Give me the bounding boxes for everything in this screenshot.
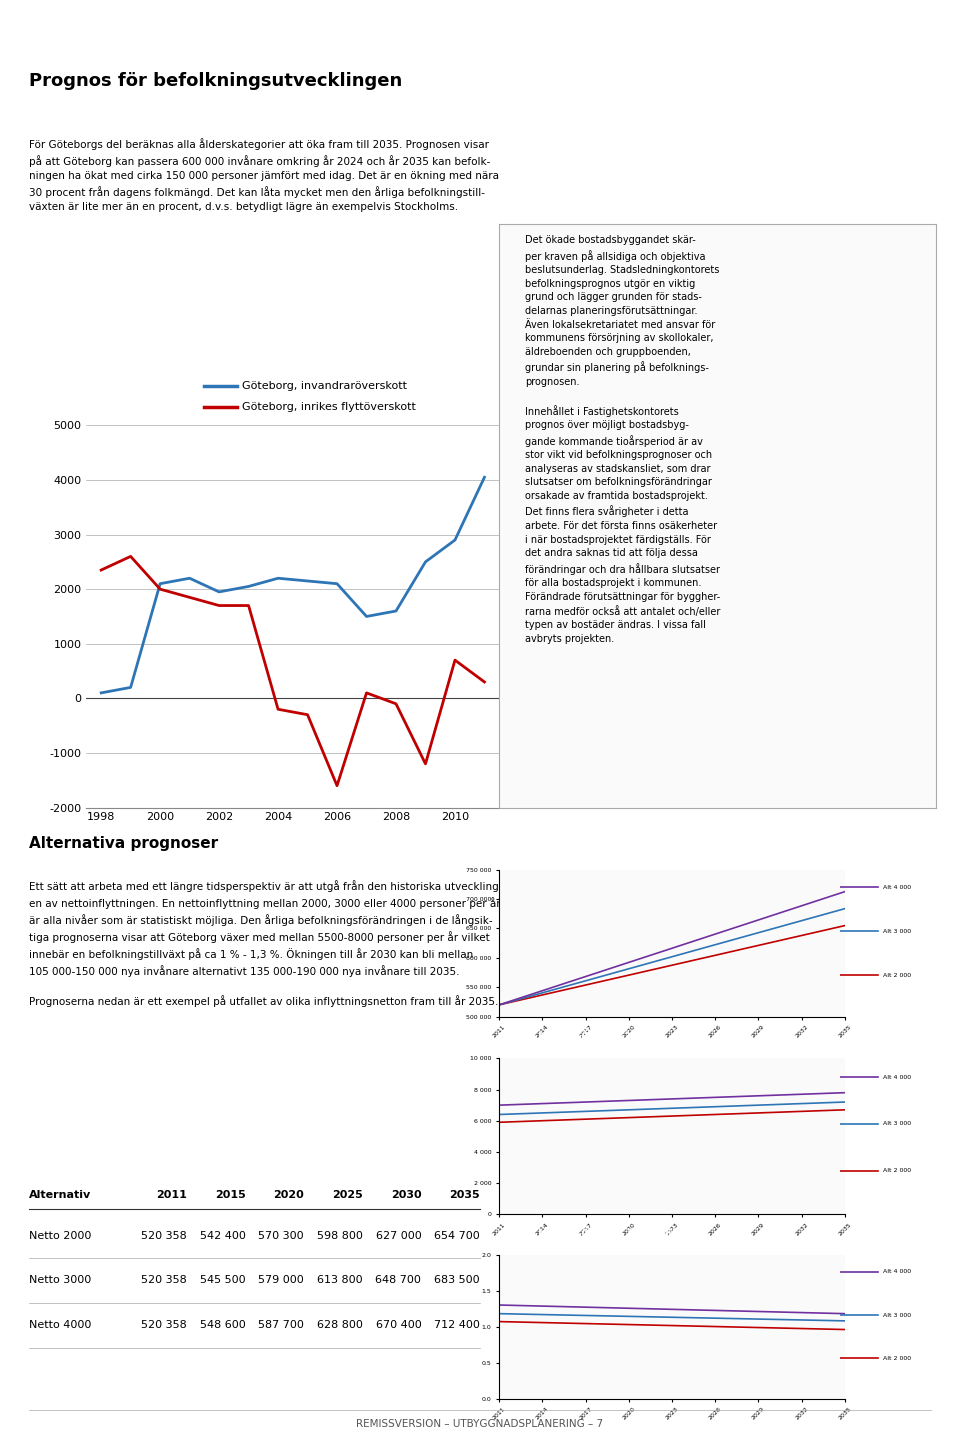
Text: Netto 2000: Netto 2000 xyxy=(29,1230,91,1240)
Text: 648 700: 648 700 xyxy=(375,1275,421,1285)
Text: Alt 4 000: Alt 4 000 xyxy=(883,1074,911,1080)
Text: För Göteborgs del beräknas alla ålderskategorier att öka fram till 2035. Prognos: För Göteborgs del beräknas alla ålderska… xyxy=(29,138,499,212)
Text: Netto 4000: Netto 4000 xyxy=(29,1319,91,1330)
Text: 579 000: 579 000 xyxy=(258,1275,304,1285)
Text: 627 000: 627 000 xyxy=(375,1230,421,1240)
Text: 2035: 2035 xyxy=(449,1190,480,1200)
Text: Göteborg, inrikes flyttöverskott: Göteborg, inrikes flyttöverskott xyxy=(242,402,416,411)
Text: 2020: 2020 xyxy=(274,1190,304,1200)
Text: Alt 3 000: Alt 3 000 xyxy=(883,1312,911,1318)
Text: Alt 4 000: Alt 4 000 xyxy=(883,1269,911,1275)
Text: 598 800: 598 800 xyxy=(317,1230,363,1240)
Text: 628 800: 628 800 xyxy=(317,1319,363,1330)
Text: FOLMÄNGD 2035?: FOLMÄNGD 2035? xyxy=(516,845,615,854)
Text: 670 400: 670 400 xyxy=(375,1319,421,1330)
Text: 2030: 2030 xyxy=(391,1190,421,1200)
Text: Alt 2 000: Alt 2 000 xyxy=(883,1168,911,1172)
Text: REMISSVERSION – UTBYGGNADSPLANERING – 7: REMISSVERSION – UTBYGGNADSPLANERING – 7 xyxy=(356,1419,604,1429)
Text: 548 600: 548 600 xyxy=(200,1319,246,1330)
Text: 613 800: 613 800 xyxy=(317,1275,363,1285)
Text: Prognos för befolkningsutvecklingen: Prognos för befolkningsutvecklingen xyxy=(29,72,402,89)
Text: Alt 3 000: Alt 3 000 xyxy=(883,929,911,934)
Text: 654 700: 654 700 xyxy=(434,1230,480,1240)
Text: Alt 2 000: Alt 2 000 xyxy=(883,1355,911,1361)
Text: 2015: 2015 xyxy=(215,1190,246,1200)
Text: OM BEFOLKNINGSPROGNOSER: OM BEFOLKNINGSPROGNOSER xyxy=(516,200,707,211)
Text: 545 500: 545 500 xyxy=(200,1275,246,1285)
Text: BEFOLKNINGSUTVECKLING: BEFOLKNINGSUTVECKLING xyxy=(601,26,767,35)
Text: Det ökade bostadsbyggandet skär-
per kraven på allsidiga och objektiva
beslutsun: Det ökade bostadsbyggandet skär- per kra… xyxy=(525,235,721,645)
Text: Ett sätt att arbeta med ett längre tidsperspektiv är att utgå från den historisk: Ett sätt att arbeta med ett längre tidsp… xyxy=(29,881,502,1008)
Text: 2: 2 xyxy=(919,23,929,37)
Text: Netto 3000: Netto 3000 xyxy=(29,1275,91,1285)
Text: Alternativa prognoser: Alternativa prognoser xyxy=(29,836,218,851)
Text: 587 700: 587 700 xyxy=(258,1319,304,1330)
Text: Alt 2 000: Alt 2 000 xyxy=(883,973,911,978)
Text: 542 400: 542 400 xyxy=(200,1230,246,1240)
Text: 570 300: 570 300 xyxy=(258,1230,304,1240)
Text: ÅRLIG FOLKÖKNING I PROCENT?: ÅRLIG FOLKÖKNING I PROCENT? xyxy=(516,1230,692,1239)
Text: Alt 4 000: Alt 4 000 xyxy=(883,885,911,890)
Text: Alt 3 000: Alt 3 000 xyxy=(883,1122,911,1126)
Text: 520 358: 520 358 xyxy=(141,1230,186,1240)
Text: 712 400: 712 400 xyxy=(434,1319,480,1330)
Text: 683 500: 683 500 xyxy=(434,1275,480,1285)
Text: Göteborg, invandraröverskott: Göteborg, invandraröverskott xyxy=(242,381,406,391)
Text: 520 358: 520 358 xyxy=(141,1319,186,1330)
Text: Alternativ: Alternativ xyxy=(29,1190,91,1200)
Text: 2011: 2011 xyxy=(156,1190,186,1200)
Text: ÅRLIG FOLKÖKNING?: ÅRLIG FOLKÖKNING? xyxy=(516,1032,630,1041)
Text: 2025: 2025 xyxy=(332,1190,363,1200)
Text: 520 358: 520 358 xyxy=(141,1275,186,1285)
